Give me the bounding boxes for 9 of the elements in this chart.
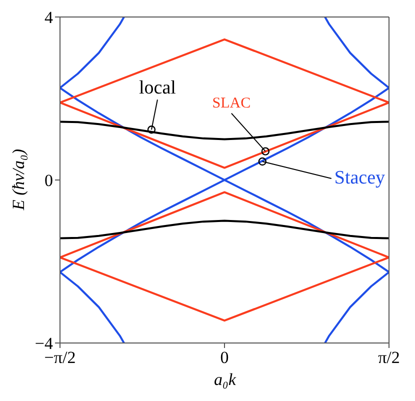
x-axis-title: a₀k: [214, 370, 236, 389]
y-tick-label: 4: [44, 8, 54, 28]
x-tick-label: 0: [220, 348, 229, 368]
annotation: local: [139, 78, 176, 99]
x-tick-label: π/2: [378, 348, 400, 368]
annotation: Stacey: [334, 168, 386, 189]
y-axis-title: E (ħv/a₀): [9, 148, 28, 212]
y-tick-label: 0: [44, 171, 53, 190]
annotation: SLAC: [212, 95, 251, 112]
